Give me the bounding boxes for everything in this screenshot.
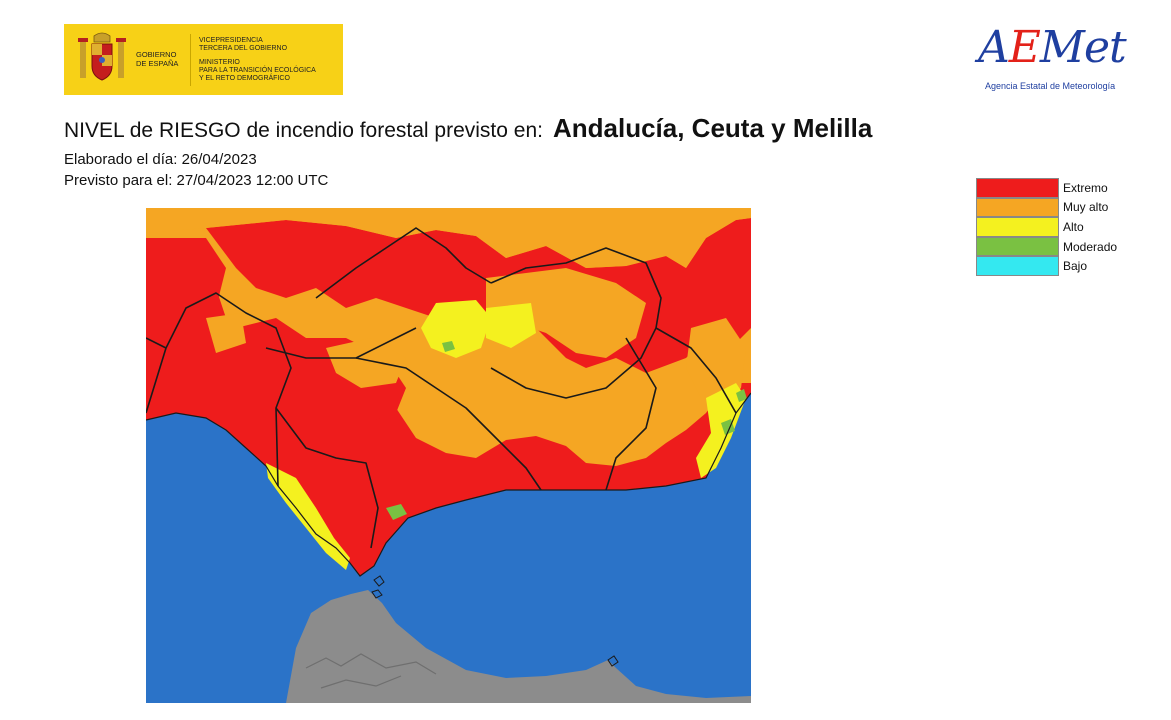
legend-swatch-moderado — [976, 236, 1059, 257]
legend-label-moderado: Moderado — [1063, 239, 1118, 254]
coastline — [146, 392, 751, 577]
gobierno-de-espana-logo: GOBIERNO DE ESPAÑA VICEPRESIDENCIA TERCE… — [64, 24, 343, 95]
land-alto-ne — [486, 303, 536, 348]
legend-item-extremo: Extremo — [976, 178, 1117, 198]
title-prefix: NIVEL de RIESGO de incendio forestal pre… — [64, 119, 543, 142]
border-sevilla-cordoba — [315, 227, 492, 299]
gov-dept-line-4: PARA LA TRANSICIÓN ECOLÓGICA — [199, 66, 316, 74]
legend-swatch-muy-alto — [976, 197, 1059, 218]
gibraltar-outline — [373, 575, 385, 587]
ceuta-outline — [371, 589, 383, 599]
north-africa-land — [286, 590, 751, 703]
legend-label-alto: Alto — [1063, 219, 1084, 234]
legend-label-muy-alto: Muy alto — [1063, 200, 1109, 215]
border-sevilla-cadiz — [275, 407, 379, 549]
legend-swatch-bajo — [976, 256, 1059, 276]
aemet-wordmark-rest: Met — [1039, 22, 1127, 73]
border-granada-almeria — [605, 337, 657, 491]
aemet-subtitle: Agencia Estatal de Meteorología — [985, 81, 1116, 91]
elaborated-date: Elaborado el día: 26/04/2023 — [64, 151, 257, 168]
land-muy-alto-patch-2 — [326, 338, 406, 388]
province-borders — [146, 227, 737, 549]
land-moderado-4 — [736, 389, 747, 402]
gov-dept-line-3: MINISTERIO — [199, 58, 240, 66]
border-cordoba-jaen — [490, 247, 662, 329]
land-alto-coast-east — [696, 383, 746, 478]
coat-of-arms-icon — [78, 32, 126, 81]
africa-texture — [305, 653, 437, 689]
gov-dept-line-1: VICEPRESIDENCIA — [199, 36, 263, 44]
legend-item-moderado: Moderado — [976, 236, 1118, 257]
land-muy-alto-patch-1 — [206, 313, 246, 353]
gov-dept-line-2: TERCERA DEL GOBIERNO — [199, 44, 288, 52]
melilla-outline — [607, 655, 619, 667]
aemet-logo: AEMet Agencia Estatal de Meteorología — [975, 22, 1135, 94]
legend-item-alto: Alto — [976, 217, 1117, 237]
gov-name-line-1: GOBIERNO — [136, 50, 177, 59]
land-extremo-west-block — [146, 268, 226, 338]
aemet-wordmark-e: E — [1008, 22, 1041, 73]
border-north-edge — [146, 337, 167, 349]
legend-swatch-extremo — [976, 178, 1059, 198]
gov-logo-divider — [190, 33, 191, 86]
border-jaen-granada — [490, 327, 657, 399]
land-moderado-1 — [442, 341, 455, 352]
gov-name-line-2: DE ESPAÑA — [136, 58, 179, 68]
legend-label-bajo: Bajo — [1063, 259, 1088, 274]
border-cordoba-sevilla-inner — [265, 327, 417, 359]
legend-item-muy-alto: Muy alto — [976, 197, 1117, 218]
legend-swatch-alto — [976, 217, 1059, 237]
border-cordoba-malaga — [355, 357, 542, 491]
aemet-wordmark: AEMet — [978, 22, 1127, 73]
border-almeria-east — [655, 327, 737, 414]
gov-name-text: GOBIERNO DE ESPAÑA — [136, 50, 188, 68]
page-title: NIVEL de RIESGO de incendio forestal pre… — [64, 113, 872, 144]
gov-dept-line-5: Y EL RETO DEMOGRÁFICO — [199, 74, 290, 82]
legend-label-extremo: Extremo — [1063, 180, 1108, 195]
gov-department-text: VICEPRESIDENCIA TERCERA DEL GOBIERNO MIN… — [199, 37, 316, 83]
risk-legend: Extremo Muy alto Alto Moderado Bajo — [976, 178, 1117, 276]
forecast-date: Previsto para el: 27/04/2023 12:00 UTC — [64, 172, 329, 189]
aemet-wordmark-a: A — [978, 22, 1010, 73]
border-huelva-sevilla — [146, 292, 292, 487]
fire-risk-map — [146, 208, 751, 703]
land-muy-alto-center — [486, 268, 646, 358]
land-muy-alto-north-strip — [146, 208, 751, 268]
land-alto-center — [421, 300, 491, 358]
land-moderado-2 — [386, 504, 407, 520]
legend-item-bajo: Bajo — [976, 256, 1117, 276]
title-region: Andalucía, Ceuta y Melilla — [552, 113, 873, 143]
